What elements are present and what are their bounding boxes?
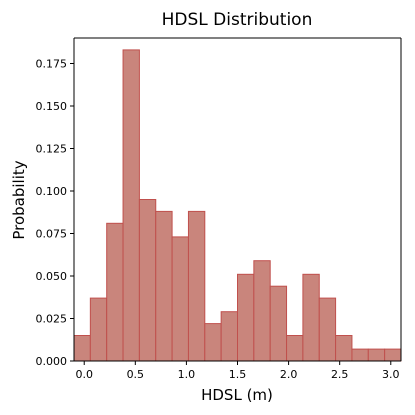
histogram-bar — [286, 335, 304, 362]
histogram-bar — [73, 335, 91, 362]
x-tick-label: 3.0 — [382, 368, 400, 381]
x-tick-label: 1.5 — [229, 368, 247, 381]
y-tick-label: 0.100 — [36, 185, 68, 198]
histogram-bar — [220, 311, 238, 362]
histogram-bar — [138, 199, 157, 362]
y-tick-label: 0.150 — [36, 100, 68, 113]
histogram-bar — [253, 260, 271, 362]
y-axis-label: Probability — [10, 160, 28, 239]
bars-group — [73, 49, 402, 362]
histogram-bar — [351, 348, 369, 362]
histogram-bar — [122, 49, 140, 362]
histogram-bar — [384, 348, 402, 362]
histogram-bar — [335, 335, 353, 362]
histogram-bar — [302, 273, 320, 362]
y-tick-label: 0.000 — [36, 355, 68, 368]
x-tick-label: 0.5 — [127, 368, 145, 381]
axes-group — [73, 37, 402, 362]
x-tick-label: 2.0 — [280, 368, 298, 381]
y-tick-label: 0.025 — [36, 313, 68, 326]
x-axis-label: HDSL (m) — [201, 386, 273, 404]
y-ticks-group: 0.000 0.025 0.050 0.075 0.100 0.125 0.150 0.175 — [36, 58, 74, 368]
y-tick-label: 0.075 — [36, 228, 68, 241]
histogram-bar — [187, 210, 206, 362]
x-ticks-group: 0.0 0.5 1.0 1.5 2.0 2.5 3.0 — [75, 361, 400, 381]
y-tick-label: 0.175 — [36, 58, 68, 71]
histogram-bar — [204, 323, 222, 362]
x-tick-label: 1.0 — [178, 368, 196, 381]
histogram-bar — [367, 348, 386, 362]
histogram-bar — [318, 297, 337, 362]
histogram-bar — [171, 236, 189, 362]
histogram-bar — [269, 285, 288, 362]
histogram-bar — [155, 210, 173, 362]
histogram-bar — [89, 297, 108, 362]
y-tick-label: 0.050 — [36, 270, 68, 283]
x-tick-label: 0.0 — [75, 368, 93, 381]
x-tick-label: 2.5 — [331, 368, 349, 381]
chart-title: HDSL Distribution — [162, 10, 313, 30]
histogram-bar — [106, 222, 124, 362]
y-tick-label: 0.125 — [36, 143, 68, 156]
histogram-bar — [237, 273, 255, 362]
